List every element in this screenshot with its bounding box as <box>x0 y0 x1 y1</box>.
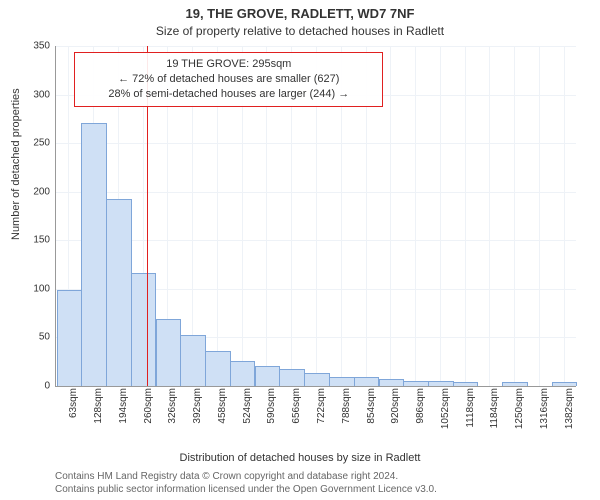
x-tick: 458sqm <box>217 388 228 432</box>
x-tick: 63sqm <box>68 388 79 432</box>
page-title: 19, THE GROVE, RADLETT, WD7 7NF <box>0 6 600 21</box>
y-tick: 0 <box>44 381 56 392</box>
x-tick: 1118sqm <box>465 388 476 432</box>
x-tick: 128sqm <box>93 388 104 432</box>
x-tick: 326sqm <box>167 388 178 432</box>
footnote: Contains HM Land Registry data © Crown c… <box>55 470 575 496</box>
x-tick: 1382sqm <box>564 388 575 432</box>
x-tick: 722sqm <box>316 388 327 432</box>
histogram-bar <box>403 381 429 386</box>
x-tick: 986sqm <box>415 388 426 432</box>
histogram-bar <box>453 382 479 386</box>
histogram-bar <box>180 335 206 387</box>
gridline-v <box>465 46 466 386</box>
histogram-bar <box>354 377 380 386</box>
chart-plot-area: 05010015020025030035063sqm128sqm194sqm26… <box>55 46 576 387</box>
histogram-bar <box>502 382 528 386</box>
histogram-bar <box>230 361 256 386</box>
y-axis-label: Number of detached properties <box>10 88 22 240</box>
x-tick: 194sqm <box>118 388 129 432</box>
histogram-bar <box>81 123 107 386</box>
gridline-v <box>390 46 391 386</box>
x-tick: 524sqm <box>242 388 253 432</box>
histogram-bar <box>379 379 405 386</box>
histogram-bar <box>255 366 281 386</box>
footnote-line2: Contains public sector information licen… <box>55 483 575 496</box>
annotation-line2: ← 72% of detached houses are smaller (62… <box>83 72 374 87</box>
gridline-v <box>564 46 565 386</box>
y-tick: 250 <box>33 138 56 149</box>
x-tick: 590sqm <box>266 388 277 432</box>
gridline-v <box>489 46 490 386</box>
histogram-bar <box>156 319 182 386</box>
y-tick: 350 <box>33 41 56 52</box>
footnote-line1: Contains HM Land Registry data © Crown c… <box>55 470 575 483</box>
histogram-bar <box>57 290 83 386</box>
x-axis-label: Distribution of detached houses by size … <box>0 452 600 464</box>
y-tick: 150 <box>33 235 56 246</box>
histogram-bar <box>106 199 132 387</box>
histogram-bar <box>428 381 454 386</box>
x-tick: 656sqm <box>291 388 302 432</box>
histogram-bar <box>205 351 231 386</box>
x-tick: 1250sqm <box>514 388 525 432</box>
x-tick: 1184sqm <box>489 388 500 432</box>
page-subtitle: Size of property relative to detached ho… <box>0 24 600 38</box>
y-tick: 50 <box>39 332 56 343</box>
y-tick: 100 <box>33 283 56 294</box>
x-tick: 392sqm <box>192 388 203 432</box>
x-tick: 1316sqm <box>539 388 550 432</box>
gridline-v <box>514 46 515 386</box>
gridline-v <box>539 46 540 386</box>
histogram-bar <box>552 382 578 386</box>
histogram-bar <box>131 273 157 386</box>
x-tick: 920sqm <box>390 388 401 432</box>
gridline-v <box>440 46 441 386</box>
annotation-line3: 28% of semi-detached houses are larger (… <box>83 87 374 102</box>
annotation-box: 19 THE GROVE: 295sqm← 72% of detached ho… <box>74 52 383 107</box>
histogram-bar <box>329 377 355 386</box>
y-tick: 200 <box>33 186 56 197</box>
histogram-bar <box>304 373 330 386</box>
gridline-v <box>415 46 416 386</box>
x-tick: 854sqm <box>366 388 377 432</box>
histogram-bar <box>279 369 305 386</box>
x-tick: 260sqm <box>143 388 154 432</box>
x-tick: 1052sqm <box>440 388 451 432</box>
y-tick: 300 <box>33 89 56 100</box>
x-tick: 788sqm <box>341 388 352 432</box>
annotation-line1: 19 THE GROVE: 295sqm <box>83 57 374 72</box>
